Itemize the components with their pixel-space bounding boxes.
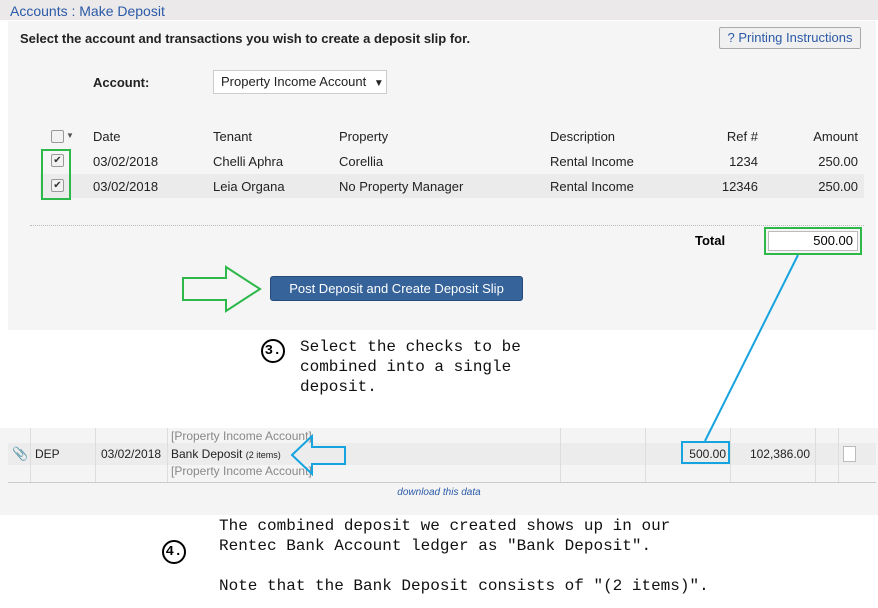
- col-divider: [560, 428, 561, 482]
- col-divider: [815, 428, 816, 482]
- document-icon[interactable]: [843, 446, 856, 462]
- col-divider: [167, 428, 168, 482]
- ledger-description[interactable]: Bank Deposit (2 items): [171, 447, 281, 461]
- ledger-row: [8, 443, 876, 465]
- row-property: No Property Manager: [339, 179, 464, 194]
- amount-highlight: [681, 441, 730, 464]
- row-description: Rental Income: [550, 179, 634, 194]
- account-label: Account:: [93, 75, 150, 90]
- post-deposit-button[interactable]: Post Deposit and Create Deposit Slip: [270, 276, 523, 301]
- printing-instructions-button[interactable]: ? Printing Instructions: [719, 27, 861, 49]
- total-label: Total: [695, 233, 726, 248]
- row-checkbox[interactable]: ✔: [51, 179, 64, 192]
- callout-3-text: Select the checks to be combined into a …: [300, 338, 521, 396]
- header-ref: Ref #: [726, 129, 758, 144]
- download-link[interactable]: download this data: [397, 487, 481, 498]
- col-divider: [95, 428, 96, 482]
- account-value: Property Income Account: [221, 74, 367, 89]
- paperclip-icon[interactable]: 📎: [12, 446, 29, 461]
- total-highlight: [764, 227, 862, 255]
- col-divider: [838, 428, 839, 482]
- row-ref: 1234: [729, 154, 758, 169]
- divider: [8, 482, 876, 483]
- row-date: 03/02/2018: [93, 179, 159, 194]
- total-field[interactable]: 500.00: [768, 231, 858, 251]
- account-select[interactable]: Property Income Account ▼: [213, 70, 387, 94]
- row-date: 03/02/2018: [93, 154, 159, 169]
- ledger-type: DEP: [35, 447, 60, 461]
- row-ref: 12346: [721, 179, 758, 194]
- divider: [30, 225, 864, 226]
- chevron-down-icon[interactable]: ▼: [66, 131, 74, 140]
- row-amount: 250.00: [818, 154, 858, 169]
- description-text: Bank Deposit: [171, 447, 243, 461]
- callout-4-line2: Rentec Bank Account ledger as "Bank Depo…: [219, 537, 652, 555]
- page-title: Accounts : Make Deposit: [10, 3, 165, 19]
- ledger-section: [0, 428, 878, 515]
- header-amount: Amount: [813, 129, 858, 144]
- row-checkbox[interactable]: ✔: [51, 154, 64, 167]
- select-all-checkbox[interactable]: [51, 130, 64, 143]
- row-description: Rental Income: [550, 154, 634, 169]
- callout-4-line1: The combined deposit we created shows up…: [219, 517, 671, 535]
- ledger-account-below: [Property Income Account]: [171, 464, 312, 478]
- ledger-balance: 102,386.00: [749, 447, 810, 461]
- row-property: Corellia: [339, 154, 384, 169]
- items-count: (2 items): [245, 450, 281, 460]
- green-arrow-icon: [182, 265, 262, 313]
- blue-arrow-icon: [290, 434, 346, 476]
- step-4-badge: 4.: [162, 540, 186, 564]
- header-property: Property: [339, 129, 389, 144]
- header-description: Description: [550, 129, 616, 144]
- instructions-text: Select the account and transactions you …: [20, 31, 471, 46]
- dropdown-arrow-icon: ▼: [373, 78, 384, 89]
- row-tenant: Leia Organa: [213, 179, 285, 194]
- row-highlight: [40, 174, 864, 198]
- step-3-badge: 3.: [261, 339, 285, 363]
- col-divider: [645, 428, 646, 482]
- row-tenant: Chelli Aphra: [213, 154, 284, 169]
- col-divider: [730, 428, 731, 482]
- checkbox-highlight: [41, 149, 71, 200]
- ledger-account-above: [Property Income Account]: [171, 429, 312, 443]
- header-tenant: Tenant: [213, 129, 253, 144]
- header-bar: [0, 0, 878, 20]
- ledger-date: 03/02/2018: [101, 447, 162, 461]
- col-divider: [30, 428, 31, 482]
- callout-4-line3: Note that the Bank Deposit consists of "…: [219, 577, 709, 595]
- header-date: Date: [93, 129, 121, 144]
- row-amount: 250.00: [818, 179, 858, 194]
- ledger-amount: 500.00: [689, 447, 726, 461]
